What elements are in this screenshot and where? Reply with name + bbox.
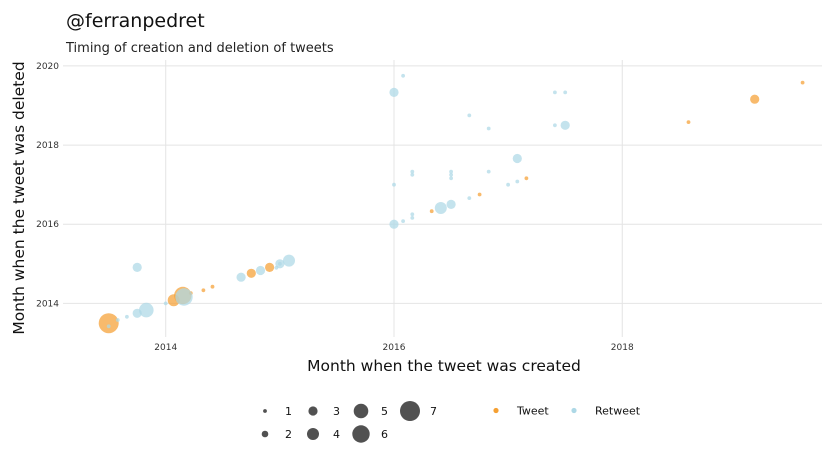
point-tweet-7 (265, 262, 275, 272)
point-tweet-6 (246, 268, 256, 278)
point-retweet-2 (125, 314, 129, 319)
size-legend: 1 2 3 4 5 6 7 (261, 401, 437, 443)
point-retweet-23 (434, 202, 447, 214)
point-retweet-8 (236, 272, 246, 282)
size-legend-label-1: 1 (285, 405, 292, 418)
point-retweet-11 (283, 254, 295, 267)
color-legend-label-tweet: Tweet (516, 405, 549, 418)
point-retweet-21 (410, 172, 415, 177)
size-legend-label-2: 2 (285, 428, 292, 441)
point-retweet-22 (410, 169, 415, 174)
size-legend-label-6: 6 (381, 428, 388, 441)
point-retweet-19 (410, 216, 415, 220)
y-tick-label-1: 2016 (36, 220, 59, 230)
y-axis-title: Month when the tweet was deleted (10, 61, 28, 334)
x-axis-title: Month when the tweet was created (307, 357, 581, 375)
y-tick-label-0: 2014 (36, 299, 59, 309)
point-retweet-20 (410, 212, 415, 217)
point-retweet-30 (486, 169, 491, 174)
point-retweet-0 (106, 324, 111, 329)
point-retweet-38 (563, 90, 568, 95)
size-legend-key-5 (353, 403, 369, 419)
size-legend-label-4: 4 (333, 428, 340, 441)
point-tweet-11 (686, 120, 691, 124)
y-axis-ticks: 2014 2016 2018 2020 (36, 62, 59, 309)
point-retweet-31 (486, 126, 491, 131)
point-tweet-9 (477, 192, 482, 197)
chart-title: @ferranpedret (66, 10, 205, 32)
size-legend-label-7: 7 (430, 405, 437, 418)
size-legend-key-3 (308, 406, 318, 416)
color-legend: Tweet Retweet (493, 405, 641, 418)
point-retweet-29 (467, 113, 472, 118)
point-retweet-6 (163, 301, 168, 306)
data-points (98, 73, 805, 334)
x-tick-label-2: 2018 (611, 343, 634, 353)
point-retweet-1 (115, 318, 120, 322)
size-legend-key-6 (352, 425, 370, 443)
x-tick-label-0: 2014 (154, 343, 177, 353)
point-tweet-10 (524, 176, 529, 181)
point-tweet-0 (98, 313, 119, 334)
point-retweet-17 (401, 73, 405, 78)
point-retweet-37 (560, 120, 570, 130)
y-tick-label-2: 2018 (36, 141, 59, 151)
point-retweet-9 (255, 265, 266, 276)
point-retweet-25 (449, 176, 453, 181)
point-retweet-4 (139, 302, 154, 318)
point-retweet-16 (389, 87, 399, 97)
point-retweet-35 (553, 123, 557, 128)
x-tick-label-1: 2016 (383, 343, 406, 353)
point-retweet-34 (512, 153, 522, 164)
point-retweet-14 (389, 219, 399, 229)
point-retweet-32 (506, 182, 510, 187)
size-legend-label-3: 3 (333, 405, 340, 418)
color-legend-label-retweet: Retweet (595, 405, 641, 418)
point-retweet-24 (446, 199, 456, 209)
size-legend-label-5: 5 (381, 405, 388, 418)
point-retweet-15 (392, 182, 396, 187)
point-tweet-5 (210, 284, 215, 289)
size-legend-key-1 (263, 409, 267, 413)
y-tick-label-3: 2020 (36, 62, 59, 72)
point-retweet-7 (175, 288, 193, 306)
point-retweet-5 (132, 262, 142, 272)
point-tweet-8 (429, 209, 434, 214)
size-legend-key-7 (400, 401, 420, 421)
point-retweet-33 (515, 179, 520, 184)
color-legend-key-tweet (493, 407, 499, 414)
point-retweet-13 (278, 261, 282, 266)
size-legend-key-4 (307, 428, 319, 440)
color-legend-key-retweet (571, 407, 577, 414)
point-retweet-36 (553, 90, 557, 95)
point-retweet-18 (401, 219, 405, 224)
x-axis-ticks: 2014 2016 2018 (154, 343, 634, 353)
point-tweet-12 (750, 94, 760, 104)
point-tweet-4 (201, 288, 206, 293)
point-tweet-13 (800, 80, 805, 85)
point-retweet-28 (467, 196, 472, 201)
chart-subtitle: Timing of creation and deletion of tweet… (65, 41, 334, 56)
point-retweet-27 (449, 169, 453, 174)
point-retweet-26 (449, 172, 453, 177)
size-legend-key-2 (261, 430, 269, 438)
point-retweet-12 (274, 265, 279, 270)
